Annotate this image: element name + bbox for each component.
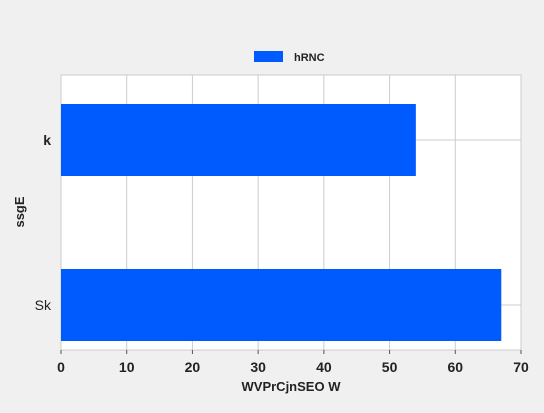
y-tick-labels: k Sk (35, 132, 52, 313)
x-tick-label: 40 (316, 359, 332, 375)
bar-k (61, 104, 416, 176)
bar-sk (61, 269, 502, 341)
x-axis-label: WVPrCjnSEO W (242, 379, 342, 394)
y-axis-label: ssgE (12, 196, 27, 227)
bars (61, 104, 502, 341)
x-tick-label: 60 (447, 359, 463, 375)
legend-label: hRNC (294, 52, 325, 64)
y-tick-label: k (43, 132, 51, 148)
legend: hRNC (254, 51, 325, 64)
x-tick-label: 50 (382, 359, 398, 375)
x-tick-label: 10 (119, 359, 135, 375)
y-tick-label: Sk (35, 297, 52, 313)
x-tick-label: 70 (513, 359, 529, 375)
legend-swatch (254, 51, 283, 62)
x-tick-label: 20 (185, 359, 201, 375)
x-tick-label: 30 (250, 359, 266, 375)
x-tick-label: 0 (57, 359, 65, 375)
x-tick-labels: 0 10 20 30 40 50 60 70 (57, 350, 529, 375)
